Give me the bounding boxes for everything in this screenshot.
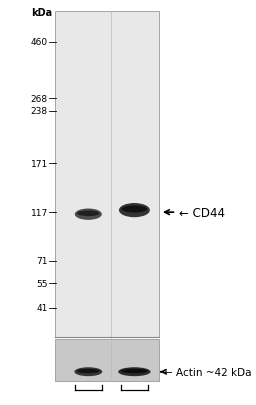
Text: ← Actin ~42 kDa: ← Actin ~42 kDa (161, 367, 251, 377)
Text: 171: 171 (31, 160, 48, 168)
Ellipse shape (118, 367, 151, 376)
Text: ← CD44: ← CD44 (165, 206, 225, 219)
Text: 117: 117 (31, 208, 48, 217)
Text: 71: 71 (36, 257, 48, 266)
Text: 460: 460 (31, 38, 48, 47)
Ellipse shape (74, 367, 102, 376)
Ellipse shape (119, 203, 150, 218)
Text: kDa: kDa (31, 8, 52, 18)
Ellipse shape (77, 211, 99, 217)
Ellipse shape (77, 369, 100, 373)
Ellipse shape (122, 206, 147, 213)
Text: 268: 268 (31, 95, 48, 104)
Ellipse shape (75, 209, 102, 220)
Bar (55, 339, 159, 382)
Text: 55: 55 (36, 279, 48, 288)
Bar (55, 12, 159, 337)
Ellipse shape (121, 369, 148, 373)
Text: 238: 238 (31, 107, 48, 116)
Text: 41: 41 (37, 303, 48, 312)
